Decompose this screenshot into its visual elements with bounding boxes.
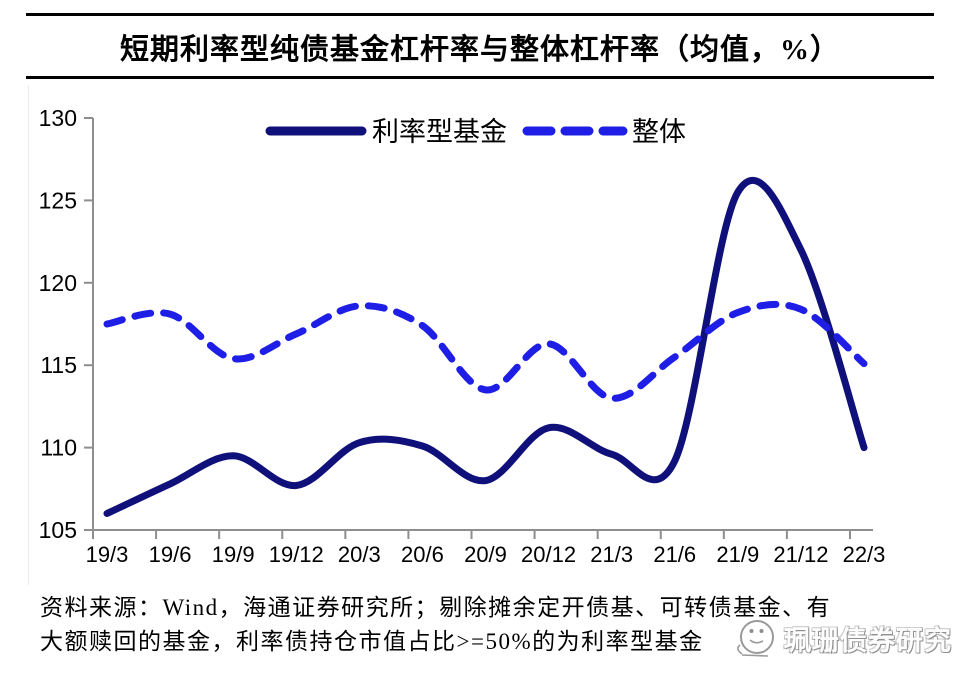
- x-tick-label: 20/9: [464, 542, 507, 567]
- source-note-line1: 资料来源：Wind，海通证券研究所；剔除摊余定开债基、可转债基金、有: [40, 595, 832, 620]
- y-tick-label: 130: [39, 105, 77, 131]
- watermark-text: 珮珊债券研究: [784, 625, 952, 656]
- x-tick-label: 20/12: [521, 542, 576, 567]
- top-divider: [26, 13, 934, 16]
- x-tick-label: 22/3: [843, 542, 886, 567]
- x-tick-label: 19/12: [269, 542, 324, 567]
- legend-label: 整体: [632, 117, 686, 147]
- x-tick-label: 20/6: [401, 542, 444, 567]
- y-tick-label: 105: [39, 517, 77, 543]
- legend-label: 利率型基金: [372, 117, 507, 147]
- watermark: 珮珊债券研究: [734, 615, 952, 661]
- x-tick-label: 19/6: [149, 542, 192, 567]
- source-note: 资料来源：Wind，海通证券研究所；剔除摊余定开债基、可转债基金、有 大额赎回的…: [40, 591, 930, 659]
- chart-frame-left-edge: [28, 85, 29, 585]
- rate-fund-line: [103, 176, 868, 517]
- title-divider: [26, 76, 934, 79]
- line-chart-canvas: 105 110 115 120 125 130 19/3 19/6 19/9 19/12 20/3 2…: [39, 105, 886, 567]
- source-note-line2: 大额赎回的基金，利率债持仓市值占比>=50%的为利率型基金: [40, 629, 704, 654]
- chart-title: 短期利率型纯债基金杠杆率与整体杠杆率（均值，%）: [119, 34, 840, 66]
- y-tick-label: 110: [40, 435, 77, 461]
- x-tick-label: 21/9: [716, 542, 759, 567]
- y-tick-label: 120: [39, 270, 77, 296]
- y-tick-label: 125: [39, 187, 77, 213]
- x-tick-label: 19/3: [86, 542, 129, 567]
- y-tick-label: 115: [40, 352, 77, 378]
- x-tick-label: 21/12: [773, 542, 828, 567]
- x-tick-label: 21/6: [653, 542, 696, 567]
- chick-face-icon: [737, 620, 774, 657]
- x-tick-label: 19/9: [212, 542, 255, 567]
- overall-line: [103, 300, 868, 402]
- x-tick-label: 21/3: [590, 542, 633, 567]
- x-tick-label: 20/3: [338, 542, 381, 567]
